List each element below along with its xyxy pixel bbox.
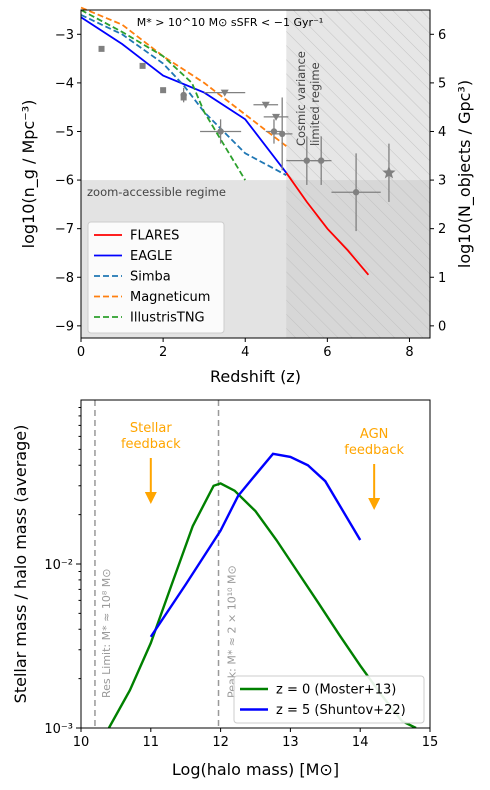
y-axis-label: Stellar mass / halo mass (average) bbox=[11, 425, 30, 704]
annotation-zoom-accessible: zoom-accessible regime bbox=[87, 185, 226, 199]
legend-label: Simba bbox=[130, 270, 171, 285]
chart-title: M* > 10^10 M⊙ sSFR < −1 Gyr⁻¹ bbox=[137, 16, 324, 29]
y-right-tick-label: 2 bbox=[438, 222, 446, 237]
cosmic-variance-hatch bbox=[286, 10, 430, 338]
y-right-tick-label: 5 bbox=[438, 76, 446, 91]
obs-circle bbox=[270, 128, 278, 135]
series-line-eagle bbox=[80, 16, 288, 174]
obs-circle bbox=[180, 91, 187, 99]
obs-circle bbox=[278, 130, 286, 138]
obs-triangle bbox=[272, 113, 281, 121]
x-tick-label: 13 bbox=[282, 735, 299, 750]
annotation-line: limited regime bbox=[308, 62, 322, 146]
y-axis-label: log10(n_g / Mpc⁻³) bbox=[19, 100, 39, 249]
series-line bbox=[107, 482, 417, 728]
y-tick-label: −3 bbox=[55, 28, 74, 43]
y-right-axis-label: log10(N_objects / Gpc³) bbox=[455, 80, 475, 268]
obs-triangle bbox=[261, 101, 270, 109]
y-right-tick-label: 6 bbox=[438, 28, 446, 43]
plot-frame bbox=[80, 9, 431, 339]
x-tick-label: 4 bbox=[241, 345, 249, 360]
legend-label: IllustrisTNG bbox=[130, 311, 205, 326]
x-tick-label: 6 bbox=[323, 345, 331, 360]
series-line-magneticum bbox=[80, 6, 287, 147]
top-chart: zoom-accessible regime Cosmic variancelim… bbox=[19, 6, 475, 386]
series-line bbox=[149, 452, 362, 638]
x-tick-label: 10 bbox=[73, 735, 90, 750]
annotation-peak: Peak: M* ≈ 2 × 10¹⁰ M⊙ bbox=[226, 565, 239, 698]
y-right-tick-label: 3 bbox=[438, 174, 446, 189]
legend-label: FLARES bbox=[130, 229, 179, 244]
x-axis-label: Redshift (z) bbox=[210, 367, 301, 386]
y-tick-label: −5 bbox=[55, 125, 74, 140]
y-tick-label: −8 bbox=[55, 271, 74, 286]
legend-label: EAGLE bbox=[130, 249, 172, 264]
obs-circle bbox=[352, 189, 360, 196]
series-line-simba bbox=[80, 14, 287, 176]
x-tick-label: 12 bbox=[212, 735, 229, 750]
y-right-tick-label: 4 bbox=[438, 125, 446, 140]
y-tick-label: 10⁻³ bbox=[44, 722, 73, 737]
x-axis-label: Log(halo mass) [M⊙] bbox=[172, 760, 339, 779]
series-line-illustristng bbox=[80, 9, 246, 181]
legend-box bbox=[233, 675, 425, 724]
legend-label: Magneticum bbox=[130, 290, 210, 305]
x-tick-label: 8 bbox=[405, 345, 413, 360]
legend-label: z = 5 (Shuntov+22) bbox=[276, 703, 406, 718]
y-right-tick-label: 0 bbox=[438, 319, 446, 334]
series-line-flares bbox=[285, 172, 370, 276]
x-tick-label: 14 bbox=[352, 735, 369, 750]
annotation-line: Cosmic variance bbox=[294, 51, 308, 146]
y-right-tick-label: 1 bbox=[438, 271, 446, 286]
obs-square bbox=[139, 62, 146, 69]
annotation-agn-feedback: feedback bbox=[344, 443, 404, 458]
annotation-stellar-feedback: Stellar bbox=[130, 421, 173, 436]
annotation-stellar-feedback: feedback bbox=[121, 437, 181, 452]
obs-square bbox=[160, 87, 167, 94]
y-tick-label: −9 bbox=[55, 319, 74, 334]
obs-square bbox=[98, 45, 105, 52]
obs-star bbox=[382, 165, 396, 179]
x-tick-label: 15 bbox=[422, 735, 439, 750]
x-tick-label: 0 bbox=[77, 345, 85, 360]
bottom-chart: Res Limit: M* ≈ 10⁸ M⊙ Peak: M* ≈ 2 × 10¹… bbox=[11, 399, 439, 779]
obs-circle bbox=[217, 128, 224, 135]
obs-circle bbox=[303, 157, 311, 164]
legend-box bbox=[87, 221, 225, 334]
obs-triangle bbox=[220, 89, 229, 97]
x-tick-label: 2 bbox=[159, 345, 167, 360]
y-tick-label: −7 bbox=[55, 222, 74, 237]
y-tick-label: 10⁻² bbox=[44, 558, 73, 573]
annotation-res-limit: Res Limit: M* ≈ 10⁸ M⊙ bbox=[100, 569, 113, 698]
annotation-cosmic-variance: Cosmic variancelimited regime bbox=[294, 51, 322, 146]
annotation-agn-feedback: AGN bbox=[360, 427, 388, 442]
y-tick-label: −6 bbox=[55, 174, 74, 189]
y-tick-label: −4 bbox=[55, 76, 74, 91]
legend-label: z = 0 (Moster+13) bbox=[276, 683, 396, 698]
x-tick-label: 11 bbox=[143, 735, 160, 750]
obs-circle bbox=[317, 157, 325, 164]
